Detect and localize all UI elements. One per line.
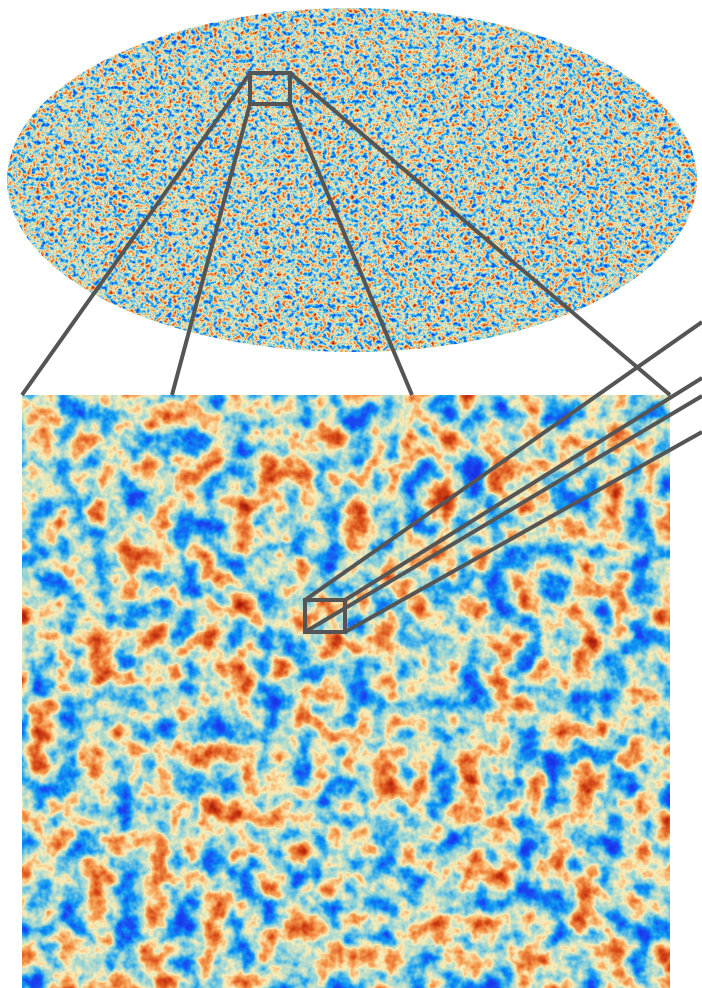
full-sky-map — [0, 0, 702, 360]
zoomed-patch — [22, 395, 670, 988]
page — [0, 0, 702, 988]
sky-texture — [0, 0, 702, 360]
cmb-zoom-figure — [0, 0, 702, 988]
